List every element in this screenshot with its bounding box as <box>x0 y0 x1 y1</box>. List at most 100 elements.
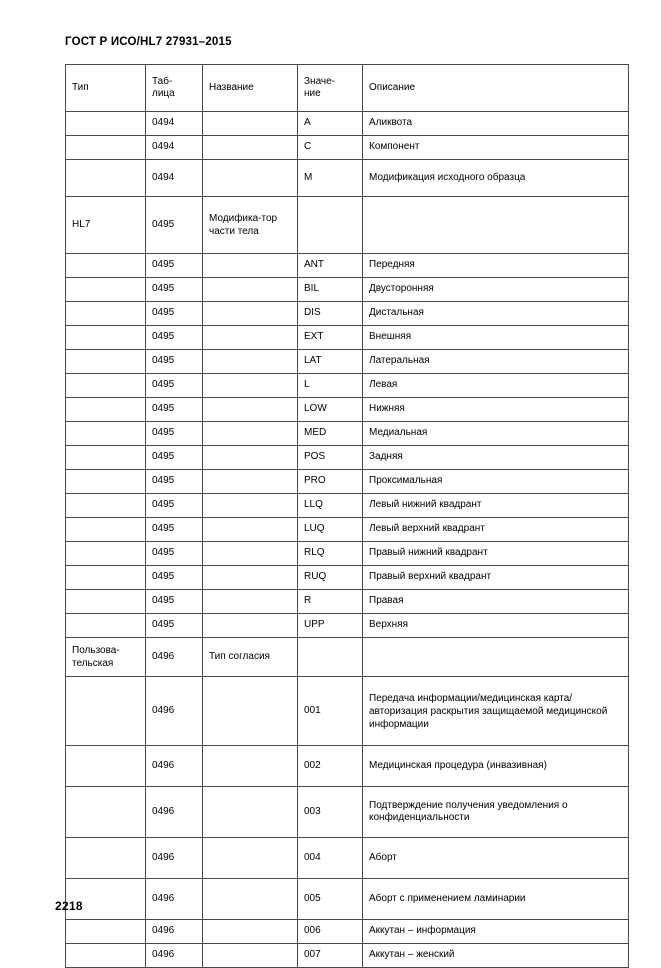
cell-name <box>202 301 298 326</box>
cell-name: Тип согласия <box>202 637 298 677</box>
table-row: 0495 POS Задняя <box>65 445 629 470</box>
column-header-table-label-line1: Таб- <box>152 76 173 88</box>
cell-desc: Правый верхний квадрант <box>362 565 629 590</box>
table-row: 0495 LAT Латеральная <box>65 349 629 374</box>
table-row: 0495 UPP Верхняя <box>65 613 629 638</box>
cell-desc: Аккутан – женский <box>362 943 629 968</box>
cell-name <box>202 421 298 446</box>
cell-table: 0494 <box>145 159 203 197</box>
cell-value: L <box>297 373 363 398</box>
cell-type <box>65 373 146 398</box>
cell-table: 0495 <box>145 469 203 494</box>
cell-table: 0496 <box>145 745 203 787</box>
cell-value: 001 <box>297 676 363 746</box>
cell-value: BIL <box>297 277 363 302</box>
cell-table: 0495 <box>145 301 203 326</box>
cell-name <box>202 676 298 746</box>
cell-table: 0495 <box>145 589 203 614</box>
column-header-desc: Описание <box>362 64 629 112</box>
cell-table: 0495 <box>145 565 203 590</box>
cell-table: 0495 <box>145 253 203 278</box>
cell-value: 007 <box>297 943 363 968</box>
table-row: HL7 0495 Модифика-тор части тела <box>65 196 629 254</box>
standard-header: ГОСТ Р ИСО/HL7 27931–2015 <box>65 36 232 48</box>
cell-table: 0496 <box>145 637 203 677</box>
cell-table: 0496 <box>145 786 203 838</box>
cell-name <box>202 786 298 838</box>
cell-type: HL7 <box>65 196 146 254</box>
table-row: 0495 PRO Проксимальная <box>65 469 629 494</box>
cell-value: 003 <box>297 786 363 838</box>
cell-type <box>65 919 146 944</box>
cell-type <box>65 421 146 446</box>
cell-table: 0495 <box>145 397 203 422</box>
table-row: 0496 006 Аккутан – информация <box>65 919 629 944</box>
cell-type <box>65 589 146 614</box>
cell-type <box>65 325 146 350</box>
cell-desc: Проксимальная <box>362 469 629 494</box>
cell-value: A <box>297 111 363 136</box>
column-header-desc-label: Описание <box>369 82 416 94</box>
table-header-row: Тип Таб- лица Название Значе- ние Описан <box>65 64 629 112</box>
cell-desc <box>362 637 629 677</box>
cell-table: 0495 <box>145 349 203 374</box>
cell-name <box>202 493 298 518</box>
cell-desc: Аборт <box>362 837 629 879</box>
cell-value: RLQ <box>297 541 363 566</box>
column-header-value-label-line2: ние <box>304 88 321 99</box>
cell-table: 0496 <box>145 919 203 944</box>
page-number: 2218 <box>55 899 83 913</box>
column-header-name: Название <box>202 64 298 112</box>
cell-desc: Двусторонняя <box>362 277 629 302</box>
cell-value <box>297 637 363 677</box>
cell-table: 0496 <box>145 943 203 968</box>
cell-desc: Дистальная <box>362 301 629 326</box>
cell-type <box>65 135 146 160</box>
cell-name <box>202 111 298 136</box>
table-row: 0495 DIS Дистальная <box>65 301 629 326</box>
cell-table: 0495 <box>145 517 203 542</box>
table-row: 0495 LLQ Левый нижний квадрант <box>65 493 629 518</box>
cell-value: DIS <box>297 301 363 326</box>
cell-table: 0495 <box>145 541 203 566</box>
column-header-value-label-line1: Значе- <box>304 76 336 88</box>
cell-name: Модифика-тор части тела <box>202 196 298 254</box>
cell-table: 0496 <box>145 837 203 879</box>
cell-table: 0495 <box>145 493 203 518</box>
table-row: 0494 C Компонент <box>65 135 629 160</box>
cell-desc: Компонент <box>362 135 629 160</box>
table-header-row-group: Тип Таб- лица Название Значе- ние Описан <box>65 64 629 112</box>
cell-desc: Внешняя <box>362 325 629 350</box>
cell-value: LUQ <box>297 517 363 542</box>
table-row: 0495 LUQ Левый верхний квадрант <box>65 517 629 542</box>
column-header-type: Тип <box>65 64 146 112</box>
cell-value: MED <box>297 421 363 446</box>
cell-value: PRO <box>297 469 363 494</box>
table-row: 0494 A Аликвота <box>65 111 629 136</box>
cell-desc: Правая <box>362 589 629 614</box>
cell-name <box>202 277 298 302</box>
cell-desc: Левая <box>362 373 629 398</box>
codes-table: Тип Таб- лица Название Значе- ние Описан <box>65 64 629 968</box>
cell-type <box>65 253 146 278</box>
cell-name <box>202 135 298 160</box>
cell-value: 004 <box>297 837 363 879</box>
table-row: Пользова-тельская 0496 Тип согласия <box>65 637 629 677</box>
column-header-table: Таб- лица <box>145 64 203 112</box>
cell-value: M <box>297 159 363 197</box>
cell-table: 0495 <box>145 325 203 350</box>
cell-desc: Модификация исходного образца <box>362 159 629 197</box>
cell-value: POS <box>297 445 363 470</box>
cell-value: LOW <box>297 397 363 422</box>
table-row: 0496 002 Медицинская процедура (инвазивная… <box>65 745 629 787</box>
table-row: 0496 007 Аккутан – женский <box>65 943 629 968</box>
cell-type <box>65 565 146 590</box>
cell-name <box>202 919 298 944</box>
cell-table: 0495 <box>145 613 203 638</box>
cell-desc: Передача информации/медицинская карта/ав… <box>362 676 629 746</box>
cell-value: R <box>297 589 363 614</box>
cell-desc: Нижняя <box>362 397 629 422</box>
cell-value: LAT <box>297 349 363 374</box>
cell-desc: Верхняя <box>362 613 629 638</box>
table-row: 0496 005 Аборт с применением ламинарии <box>65 878 629 920</box>
